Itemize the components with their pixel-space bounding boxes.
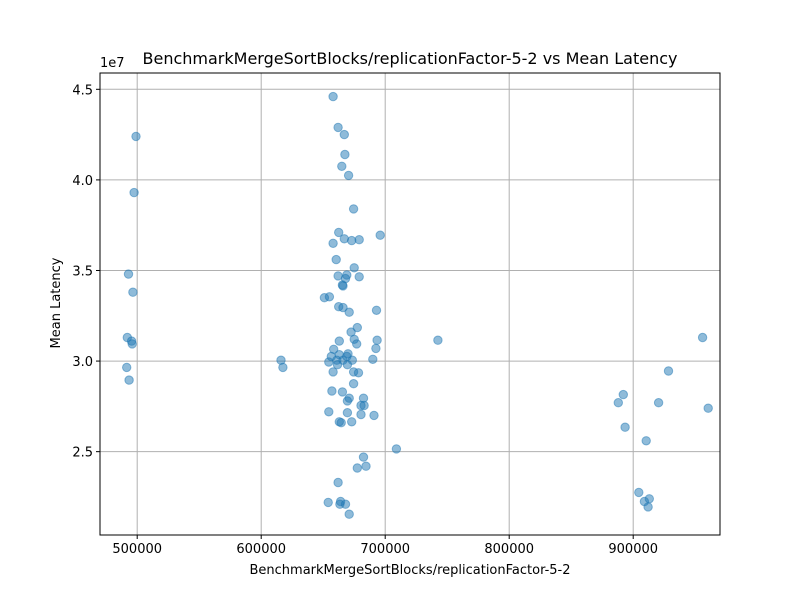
scatter-point [327, 386, 337, 396]
scatter-point [333, 122, 343, 133]
y-tick-label: 3.5 [72, 264, 93, 279]
y-tick-label: 3.0 [72, 355, 93, 370]
x-tick-label: 700000 [360, 542, 410, 557]
scatter-point [278, 362, 288, 373]
scatter-point [372, 335, 382, 345]
scatter-point [359, 400, 369, 411]
scatter-point [358, 452, 369, 462]
scatter-point [356, 409, 366, 420]
scatter-point [328, 238, 338, 249]
plot-frame [99, 72, 721, 536]
scatter-point [634, 487, 644, 498]
scatter-point [641, 436, 651, 446]
x-tick-label: 900000 [608, 542, 658, 557]
scatter-point [342, 360, 353, 370]
x-tick-label: 800000 [484, 542, 534, 557]
scatter-point [328, 367, 338, 377]
scatter-point [323, 497, 333, 508]
y-axis-label: Mean Latency [49, 257, 64, 348]
scatter-point [371, 305, 382, 315]
scatter-point [324, 357, 334, 367]
scatter-point [340, 499, 351, 509]
scatter-point [391, 444, 402, 454]
y-tick-label: 4.5 [72, 83, 93, 98]
scatter-point [334, 227, 344, 238]
scatter-point [352, 463, 362, 473]
scatter-point [127, 339, 137, 349]
scatter-point [333, 477, 343, 488]
scatter-point [348, 379, 359, 389]
scatter-point [348, 204, 359, 214]
scatter-point [344, 307, 354, 317]
scatter-point [340, 149, 350, 160]
scatter-point [375, 230, 385, 240]
scatter-point [331, 254, 341, 265]
scatter-point [653, 398, 664, 408]
scatter-point [129, 187, 139, 198]
chart-title: BenchmarkMergeSortBlocks/replicationFact… [143, 49, 678, 68]
scatter-point [347, 417, 357, 427]
y-axis-offset-text: 1e7 [100, 56, 125, 71]
grid-lines [100, 73, 720, 535]
scatter-point [342, 396, 353, 406]
scatter-point [122, 362, 132, 373]
y-tick-label: 4.0 [72, 174, 93, 189]
x-axis-label: BenchmarkMergeSortBlocks/replicationFact… [249, 563, 570, 578]
scatter-point [371, 343, 381, 354]
scatter-point [368, 354, 378, 364]
scatter-point [337, 161, 347, 172]
scatter-point [338, 281, 348, 291]
x-tick-label: 600000 [236, 542, 286, 557]
scatter-point [332, 360, 343, 370]
scatter-point [352, 339, 362, 349]
scatter-point [342, 408, 353, 418]
scatter-point [128, 287, 138, 297]
scatter-point [131, 131, 141, 142]
scatter-point [354, 235, 364, 245]
scatter-point [620, 422, 630, 432]
scatter-point [353, 368, 364, 378]
scatter-point [369, 410, 379, 421]
scatter-point [338, 302, 348, 313]
x-tick-label: 500000 [112, 542, 162, 557]
scatter-point [643, 502, 653, 512]
scatter-point [433, 335, 443, 345]
scatter-point [324, 292, 335, 302]
scatter-point [328, 91, 338, 102]
scatter-point [663, 366, 674, 376]
scatter-point [361, 461, 371, 471]
data-points [122, 91, 713, 519]
scatter-point [697, 332, 708, 343]
axis-ticks: 500000 600000 700000 800000 900000 2.5 3.0 3.5 4… [72, 83, 658, 557]
scatter-point [344, 509, 354, 519]
scatter-point [703, 403, 713, 413]
scatter-point [352, 322, 362, 333]
scatter-point [123, 269, 134, 279]
scatter-point [124, 375, 134, 385]
scatter-point [644, 494, 654, 504]
scatter-point [343, 170, 354, 181]
scatter-point [334, 336, 344, 346]
scatter-point [336, 418, 346, 428]
scatter-point [324, 407, 334, 417]
y-tick-label: 2.5 [72, 446, 93, 461]
scatter-point [349, 263, 359, 273]
scatter-point [618, 389, 628, 400]
scatter-point [339, 129, 349, 140]
scatter-point [337, 387, 348, 397]
scatter-point [613, 398, 623, 408]
scatter-point [354, 272, 364, 282]
